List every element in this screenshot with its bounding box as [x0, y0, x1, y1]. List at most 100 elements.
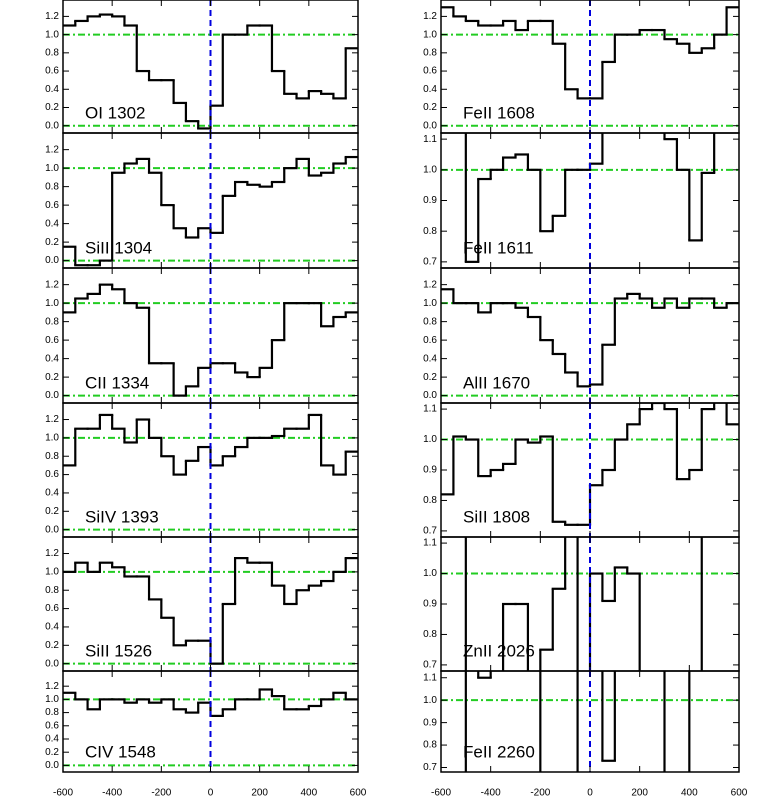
- y-tick-label: 0.8: [45, 47, 59, 58]
- y-tick-label: 1.1: [423, 672, 437, 683]
- y-tick-label: 1.0: [45, 298, 59, 309]
- y-tick-label: 1.0: [423, 164, 437, 175]
- y-tick-label: 0.6: [45, 66, 59, 77]
- y-tick-label: 0.7: [423, 257, 437, 268]
- panel: 0.0 0.2 0.4 0.6 0.8 1.0 1.2 OI 1302: [45, 0, 359, 134]
- y-tick-label: 1.0: [45, 433, 59, 444]
- panel: 0.7 0.8 0.9 1.0 1.1 -600 -400 -200 0 200 400 600 FeI…: [423, 670, 748, 799]
- y-tick-label: 1.2: [45, 414, 59, 425]
- panel: 0.0 0.2 0.4 0.6 0.8 1.0 1.2 SiII 1526: [45, 536, 359, 672]
- panel: 0.0 0.2 0.4 0.6 0.8 1.0 1.2 FeII 1608: [423, 0, 740, 134]
- x-tick-label: -600: [53, 788, 73, 799]
- y-tick-label: 0.4: [423, 84, 437, 95]
- panel-label: ZnII 2026: [463, 641, 535, 660]
- y-tick-label: 0.4: [45, 488, 59, 499]
- y-tick-label: 1.2: [45, 548, 59, 559]
- x-tick-label: 200: [631, 788, 648, 799]
- y-tick-label: 0.2: [423, 372, 437, 383]
- y-tick-label: 1.2: [45, 11, 59, 22]
- y-tick-label: 0.4: [45, 734, 59, 745]
- y-tick-label: 0.4: [45, 353, 59, 364]
- y-tick-label: 0.4: [423, 353, 437, 364]
- panel: 0.0 0.2 0.4 0.6 0.8 1.0 1.2 AlII 1670: [423, 267, 740, 404]
- y-tick-label: 0.2: [45, 102, 59, 113]
- y-tick-label: 0.6: [45, 603, 59, 614]
- y-tick-label: 0.7: [423, 660, 437, 671]
- y-tick-label: 0.0: [45, 390, 59, 401]
- y-tick-label: 0.8: [423, 47, 437, 58]
- y-tick-label: 0.6: [45, 469, 59, 480]
- step-line: [63, 688, 358, 717]
- step-line: [63, 13, 358, 130]
- x-tick-label: -400: [102, 788, 122, 799]
- y-tick-label: 0.4: [45, 622, 59, 633]
- y-tick-label: 1.0: [423, 298, 437, 309]
- x-tick-label: 0: [208, 788, 214, 799]
- y-tick-label: 0.2: [45, 237, 59, 248]
- panel-label: CIV 1548: [85, 742, 156, 761]
- x-tick-label: 600: [350, 788, 367, 799]
- panel: 0.0 0.2 0.4 0.6 0.8 1.0 1.2 SiIV 1393: [45, 402, 359, 538]
- y-tick-label: 0.7: [423, 762, 437, 773]
- y-tick-label: 0.6: [423, 335, 437, 346]
- step-line: [63, 283, 358, 397]
- y-tick-label: 0.0: [45, 524, 59, 535]
- y-tick-label: 0.7: [423, 526, 437, 537]
- panel: 0.7 0.8 0.9 1.0 1.1 SiII 1808: [423, 402, 740, 538]
- y-tick-label: 1.0: [45, 694, 59, 705]
- panel: 0.0 0.2 0.4 0.6 0.8 1.0 1.2 SiII 1304: [45, 132, 359, 269]
- y-tick-label: 0.2: [423, 102, 437, 113]
- panel-label: OI 1302: [85, 103, 146, 122]
- panel: 0.0 0.2 0.4 0.6 0.8 1.0 1.2 -600 -400 -200 0 200 400…: [45, 670, 367, 799]
- y-tick-label: 0.6: [423, 66, 437, 77]
- y-tick-label: 1.0: [423, 434, 437, 445]
- step-line: [441, 6, 739, 100]
- x-tick-label: 600: [731, 788, 748, 799]
- y-tick-label: 1.1: [423, 404, 437, 415]
- y-tick-label: 0.2: [45, 372, 59, 383]
- y-tick-label: 0.2: [45, 506, 59, 517]
- step-line: [63, 413, 358, 476]
- y-tick-label: 1.1: [423, 134, 437, 145]
- y-tick-label: 0.9: [423, 599, 437, 610]
- y-tick-label: 0.0: [45, 255, 59, 266]
- y-tick-label: 1.2: [45, 144, 59, 155]
- y-tick-label: 0.0: [423, 390, 437, 401]
- y-tick-label: 1.2: [423, 11, 437, 22]
- y-tick-label: 0.0: [45, 658, 59, 669]
- y-tick-label: 0.0: [45, 120, 59, 131]
- y-tick-label: 1.1: [423, 538, 437, 549]
- panel-label: AlII 1670: [463, 373, 530, 392]
- x-tick-label: 200: [251, 788, 268, 799]
- y-tick-label: 1.0: [423, 29, 437, 40]
- y-tick-label: 0.8: [423, 495, 437, 506]
- x-tick-label: 400: [681, 788, 698, 799]
- step-line: [441, 288, 739, 388]
- step-line: [464, 133, 716, 263]
- y-tick-label: 1.0: [423, 568, 437, 579]
- panel: 0.0 0.2 0.4 0.6 0.8 1.0 1.2 CII 1334: [45, 267, 359, 404]
- x-tick-label: -600: [431, 788, 451, 799]
- step-line: [63, 557, 358, 665]
- x-tick-label: 400: [300, 788, 317, 799]
- y-tick-label: 1.0: [45, 163, 59, 174]
- y-tick-label: 0.8: [423, 226, 437, 237]
- y-tick-label: 0.2: [45, 747, 59, 758]
- x-tick-label: -200: [530, 788, 550, 799]
- y-tick-label: 0.8: [423, 740, 437, 751]
- x-tick-label: -400: [481, 788, 501, 799]
- step-line: [464, 537, 703, 671]
- step-line: [63, 155, 358, 267]
- panel-label: FeII 1611: [463, 238, 534, 257]
- y-tick-label: 0.4: [45, 84, 59, 95]
- y-tick-label: 0.9: [423, 465, 437, 476]
- panel-label: CII 1334: [85, 373, 149, 392]
- panel-label: FeII 2260: [463, 742, 535, 761]
- y-tick-label: 1.0: [45, 29, 59, 40]
- y-tick-label: 0.9: [423, 195, 437, 206]
- y-tick-label: 1.2: [45, 279, 59, 290]
- panel-label: SiII 1526: [85, 641, 152, 660]
- y-tick-label: 1.2: [45, 681, 59, 692]
- y-tick-label: 0.8: [45, 316, 59, 327]
